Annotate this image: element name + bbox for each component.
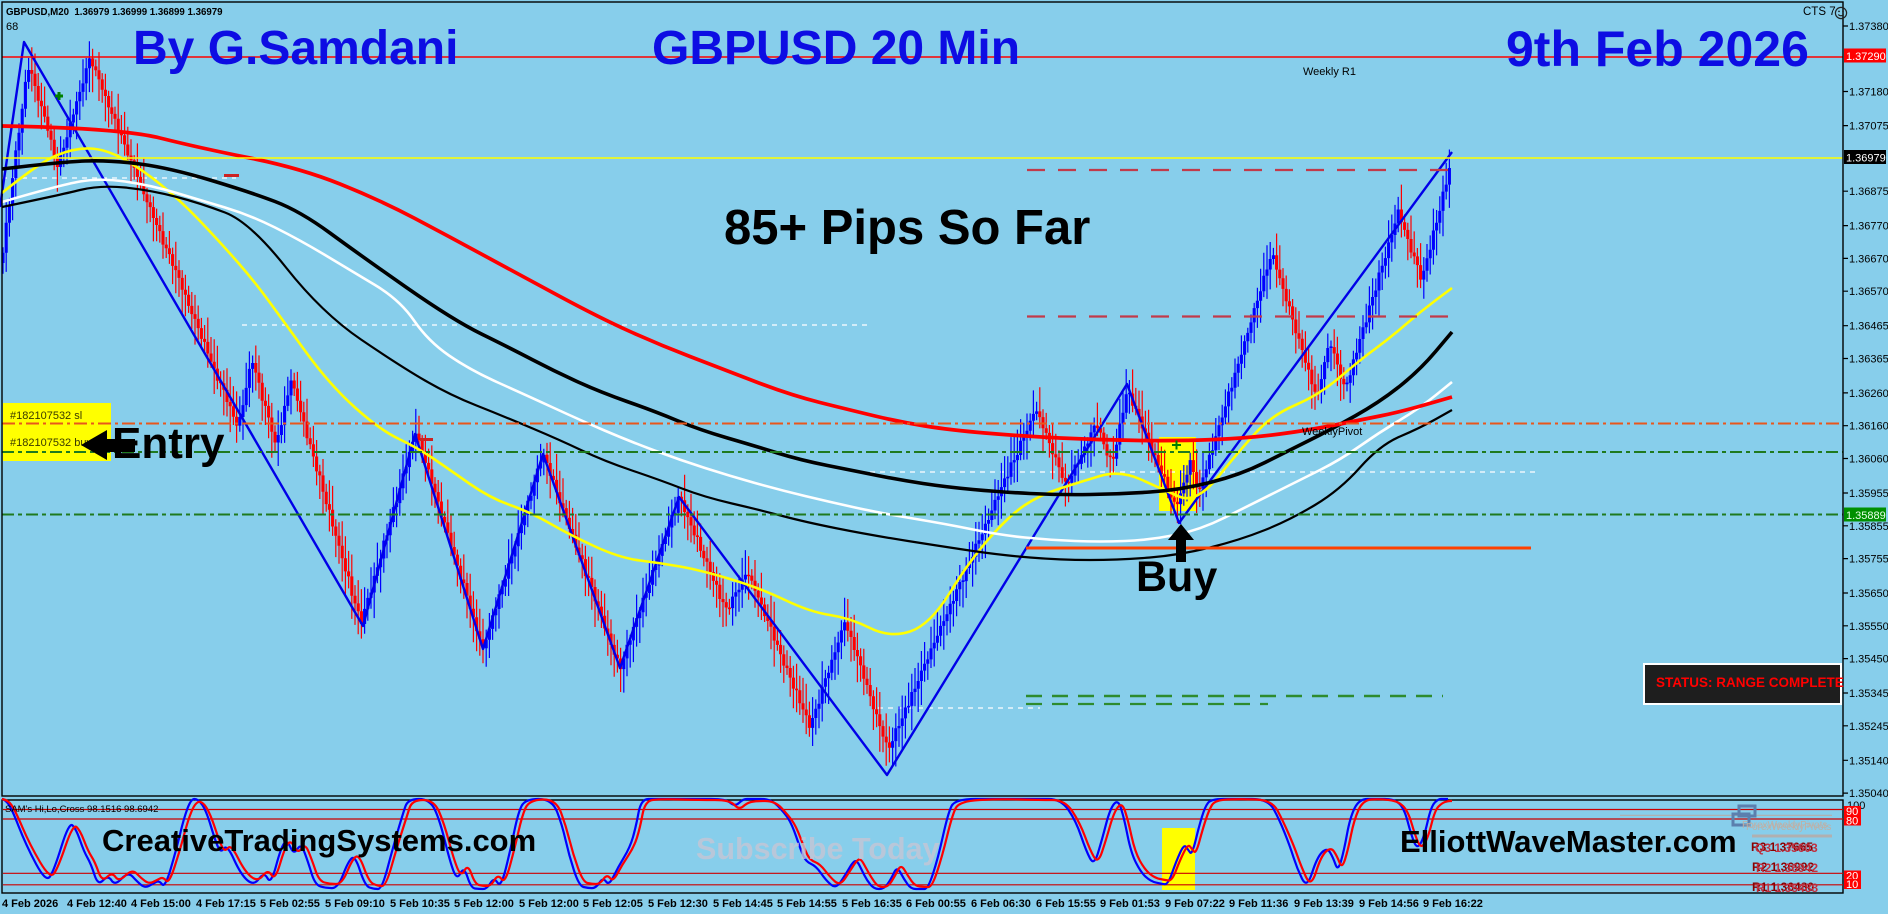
svg-text:1.35955: 1.35955 <box>1849 488 1888 500</box>
svg-text:1.36979: 1.36979 <box>1846 153 1886 165</box>
svg-text:1.35650: 1.35650 <box>1849 588 1888 600</box>
svg-text:1.35450: 1.35450 <box>1849 654 1888 666</box>
svg-text:1.35140: 1.35140 <box>1849 755 1888 767</box>
svg-text:1.36670: 1.36670 <box>1849 253 1888 265</box>
svg-text:1.35345: 1.35345 <box>1849 688 1888 700</box>
svg-text:1.35550: 1.35550 <box>1849 621 1888 633</box>
svg-text:80: 80 <box>1846 816 1858 828</box>
svg-text:1.36465: 1.36465 <box>1849 321 1888 333</box>
svg-text:1.36570: 1.36570 <box>1849 286 1888 298</box>
svg-text:90: 90 <box>1846 806 1858 818</box>
svg-text:1.37380: 1.37380 <box>1849 21 1888 33</box>
svg-text:1.36260: 1.36260 <box>1849 388 1888 400</box>
svg-text:1.35889: 1.35889 <box>1846 510 1886 522</box>
svg-text:1.37290: 1.37290 <box>1846 51 1886 63</box>
svg-text:1.36365: 1.36365 <box>1849 354 1888 366</box>
svg-text:1.36160: 1.36160 <box>1849 421 1888 433</box>
svg-text:1.37180: 1.37180 <box>1849 87 1888 99</box>
svg-text:1.36770: 1.36770 <box>1849 221 1888 233</box>
svg-text:1.35855: 1.35855 <box>1849 521 1888 533</box>
svg-text:1.35245: 1.35245 <box>1849 721 1888 733</box>
svg-text:10: 10 <box>1846 879 1858 891</box>
svg-text:1.35755: 1.35755 <box>1849 554 1888 566</box>
svg-text:1.36875: 1.36875 <box>1849 186 1888 198</box>
svg-text:1.35040: 1.35040 <box>1849 788 1888 800</box>
svg-text:1.37075: 1.37075 <box>1849 121 1888 133</box>
svg-text:1.36060: 1.36060 <box>1849 454 1888 466</box>
